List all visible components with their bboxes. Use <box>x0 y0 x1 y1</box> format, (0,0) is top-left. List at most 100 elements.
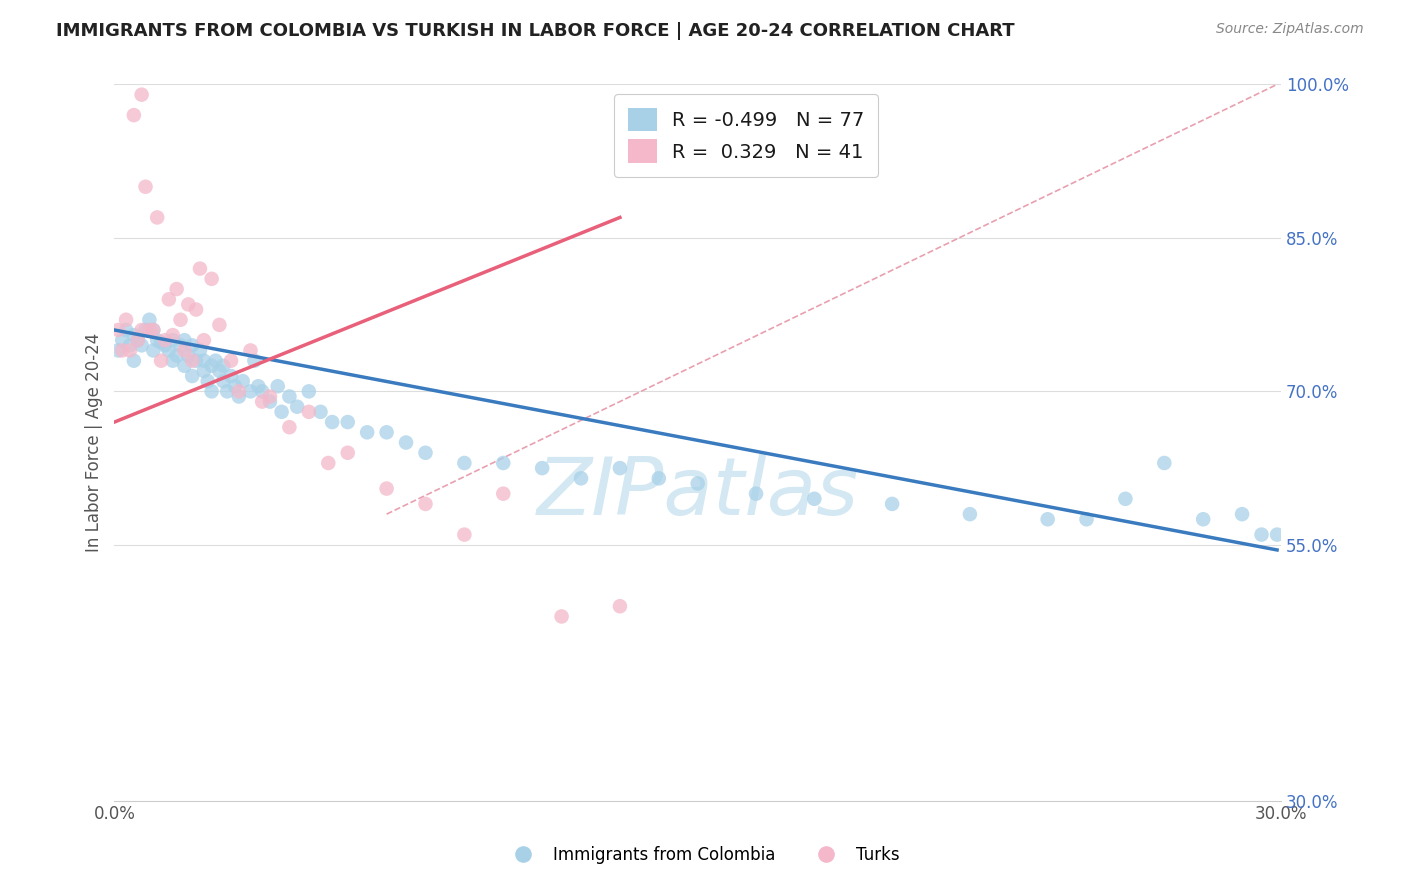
Point <box>138 323 160 337</box>
Point <box>142 343 165 358</box>
Point <box>219 353 242 368</box>
Point <box>153 333 176 347</box>
Point <box>131 87 153 102</box>
Point <box>184 353 207 368</box>
Point <box>115 323 138 337</box>
Point <box>492 456 515 470</box>
Point <box>162 328 184 343</box>
Point <box>1036 512 1059 526</box>
Point <box>1114 491 1136 506</box>
Point <box>173 343 195 358</box>
Point <box>177 349 200 363</box>
Point <box>270 405 292 419</box>
Legend: Immigrants from Colombia, Turks: Immigrants from Colombia, Turks <box>501 839 905 871</box>
Point <box>162 353 184 368</box>
Point <box>1076 512 1098 526</box>
Point <box>173 333 195 347</box>
Point <box>415 497 437 511</box>
Point <box>309 405 332 419</box>
Text: Source: ZipAtlas.com: Source: ZipAtlas.com <box>1216 22 1364 37</box>
Point <box>157 343 180 358</box>
Text: IMMIGRANTS FROM COLOMBIA VS TURKISH IN LABOR FORCE | AGE 20-24 CORRELATION CHART: IMMIGRANTS FROM COLOMBIA VS TURKISH IN L… <box>56 22 1015 40</box>
Point <box>197 374 219 388</box>
Y-axis label: In Labor Force | Age 20-24: In Labor Force | Age 20-24 <box>86 333 103 552</box>
Point <box>259 389 281 403</box>
Point <box>212 374 235 388</box>
Point <box>208 318 231 332</box>
Point <box>131 338 153 352</box>
Point <box>267 379 290 393</box>
Point <box>127 333 149 347</box>
Point <box>150 335 173 350</box>
Point <box>111 343 134 358</box>
Point <box>111 333 134 347</box>
Point <box>531 461 554 475</box>
Point <box>131 323 153 337</box>
Text: ZIPatlas: ZIPatlas <box>537 454 859 532</box>
Point <box>118 343 141 358</box>
Point <box>127 333 149 347</box>
Point <box>648 471 671 485</box>
Point <box>181 338 204 352</box>
Point <box>107 343 129 358</box>
Point <box>122 353 145 368</box>
Point <box>609 599 631 614</box>
Point <box>153 338 176 352</box>
Point <box>118 338 141 352</box>
Point <box>184 302 207 317</box>
Point <box>453 456 475 470</box>
Point <box>177 297 200 311</box>
Point <box>122 328 145 343</box>
Point <box>169 312 191 326</box>
Point <box>193 333 215 347</box>
Point <box>142 323 165 337</box>
Point <box>298 405 321 419</box>
Point <box>1230 507 1253 521</box>
Point <box>162 333 184 347</box>
Point <box>239 384 262 399</box>
Point <box>959 507 981 521</box>
Point <box>134 323 156 337</box>
Point <box>336 415 359 429</box>
Point <box>201 384 224 399</box>
Point <box>686 476 709 491</box>
Point <box>316 456 339 470</box>
Point <box>250 394 273 409</box>
Point <box>201 359 224 373</box>
Point <box>278 420 301 434</box>
Point <box>193 353 215 368</box>
Point <box>142 323 165 337</box>
Point <box>803 491 825 506</box>
Point <box>146 211 169 225</box>
Point <box>1192 512 1215 526</box>
Point <box>375 482 398 496</box>
Point <box>232 374 254 388</box>
Point <box>228 384 250 399</box>
Point <box>1153 456 1175 470</box>
Point <box>298 384 321 399</box>
Point <box>208 364 231 378</box>
Point <box>138 312 160 326</box>
Point <box>201 272 224 286</box>
Point <box>169 338 191 352</box>
Point <box>745 486 768 500</box>
Point <box>492 486 515 500</box>
Point <box>453 527 475 541</box>
Point <box>243 353 266 368</box>
Point <box>285 400 308 414</box>
Point <box>188 261 211 276</box>
Point <box>259 394 281 409</box>
Point <box>219 369 242 384</box>
Point <box>250 384 273 399</box>
Point <box>356 425 378 440</box>
Point <box>321 415 343 429</box>
Point <box>107 323 129 337</box>
Point <box>1265 527 1288 541</box>
Point <box>278 389 301 403</box>
Point <box>550 609 572 624</box>
Point <box>569 471 592 485</box>
Point <box>247 379 270 393</box>
Point <box>239 343 262 358</box>
Point <box>173 359 195 373</box>
Point <box>228 389 250 403</box>
